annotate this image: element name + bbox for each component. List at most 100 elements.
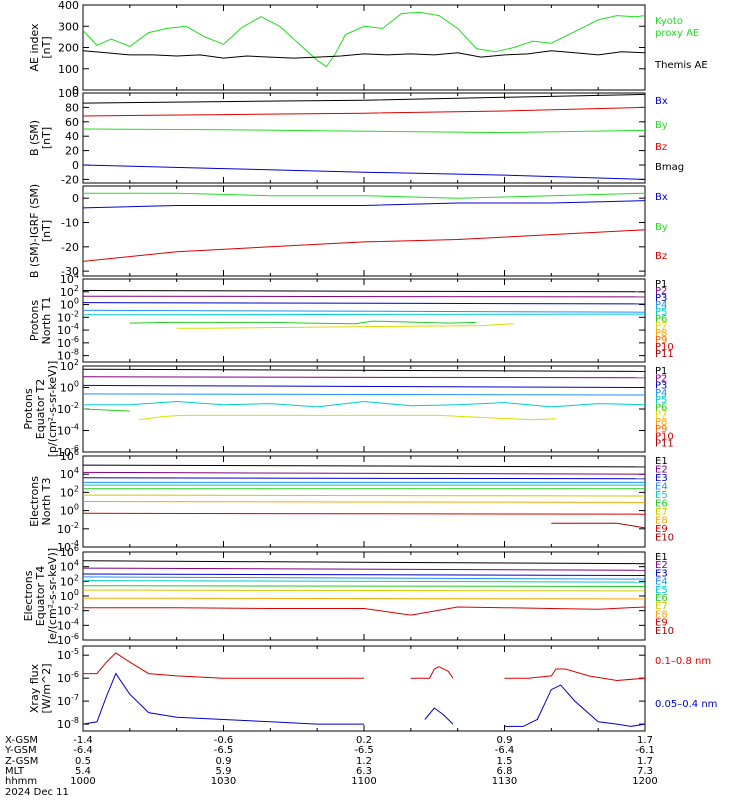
x-axis-row-label: X-GSM xyxy=(5,735,38,746)
series-line-p2-0 xyxy=(82,368,646,372)
series-line-e3-0 xyxy=(82,464,646,468)
x-axis-value: -6.5 xyxy=(214,745,234,756)
legend-entry: E9 xyxy=(655,524,668,535)
panel-frame-bsm xyxy=(82,92,646,184)
series-line-p2-5 xyxy=(82,408,130,412)
y-tick-label: 60 xyxy=(65,116,79,129)
legend-entry: P5 xyxy=(655,307,667,318)
y-tick-label: 80 xyxy=(65,101,79,114)
x-axis-value: 0.9 xyxy=(216,756,232,767)
legend-entry: Bz xyxy=(655,142,667,153)
legend-entry: By xyxy=(655,222,668,233)
legend-entry: E7 xyxy=(655,601,668,612)
legend-entry: 0.05–0.4 nm xyxy=(655,699,717,710)
legend-entry: P7 xyxy=(655,410,667,421)
series-line-p1-4 xyxy=(82,313,646,316)
legend-entry: P10 xyxy=(655,342,674,353)
y-tick-label: 0 xyxy=(72,159,79,172)
panel-frame-ae xyxy=(82,4,646,91)
legend-entry: By xyxy=(655,120,668,131)
y-tick-label: 10-4 xyxy=(57,617,79,632)
x-axis-value: -0.6 xyxy=(214,735,234,746)
y-axis-label: North T1 xyxy=(40,297,53,345)
legend-entry: E5 xyxy=(655,585,668,596)
x-axis-value: 6.3 xyxy=(356,766,372,777)
x-axis-value: 0.9 xyxy=(497,735,513,746)
series-line-p1-0 xyxy=(82,290,646,293)
y-tick-label: 10-8 xyxy=(57,716,79,731)
series-line-p2-6 xyxy=(139,414,557,421)
legend-entry: P10 xyxy=(655,431,674,442)
series-line-e4-6 xyxy=(82,589,646,592)
series-line-bsm-1 xyxy=(82,128,646,134)
series-line-p1-6 xyxy=(176,323,514,329)
y-tick-label: 300 xyxy=(58,20,79,33)
y-tick-label: 104 xyxy=(60,559,79,574)
legend-entry: P2 xyxy=(655,373,667,384)
series-line-e4-5 xyxy=(82,585,646,587)
legend-entry: P11 xyxy=(655,439,674,450)
panel-frame-p2 xyxy=(82,365,646,453)
y-axis-label: Protons xyxy=(22,388,35,429)
y-tick-label: 0 xyxy=(72,84,79,97)
y-axis-label: [nT] xyxy=(40,36,53,58)
y-tick-label: 102 xyxy=(60,484,79,499)
x-axis-value: -6.5 xyxy=(354,745,374,756)
legend-entry: P3 xyxy=(655,381,667,392)
legend-entry: E3 xyxy=(655,473,668,484)
y-tick-label: 102 xyxy=(60,573,79,588)
series-line-e3-1 xyxy=(82,471,646,475)
x-axis-value: 6.8 xyxy=(497,766,513,777)
y-tick-label: 10-5 xyxy=(57,647,79,662)
y-tick-label: 100 xyxy=(58,87,79,100)
x-axis-value: 5.9 xyxy=(216,766,232,777)
legend-entry: P7 xyxy=(655,321,667,332)
panel-frame-bsm-igrf xyxy=(82,185,646,277)
legend-entry: P8 xyxy=(655,328,667,339)
x-axis-value: 1000 xyxy=(70,776,95,787)
legend-entry: P6 xyxy=(655,314,667,325)
x-axis-value: 1200 xyxy=(632,776,657,787)
x-axis-value: 1130 xyxy=(492,776,517,787)
legend-entry: E5 xyxy=(655,490,668,501)
x-axis-row-label: hhmm xyxy=(5,776,37,787)
legend-entry: P9 xyxy=(655,424,667,435)
legend-entry: proxy AE xyxy=(655,28,699,39)
legend-entry: P9 xyxy=(655,335,667,346)
y-tick-label: 100 xyxy=(58,63,79,76)
series-line-bsm-igrf-2 xyxy=(82,229,646,262)
y-tick-label: 104 xyxy=(60,466,79,481)
y-axis-label: Equator T2 xyxy=(34,379,47,439)
series-line-e3-7 xyxy=(82,501,646,503)
legend-entry: P1 xyxy=(655,366,667,377)
legend-entry: E8 xyxy=(655,516,668,527)
y-tick-label: 400 xyxy=(58,0,79,12)
series-line-xray-0 xyxy=(83,652,646,682)
series-line-bsm-igrf-1 xyxy=(83,192,646,199)
series-line-e3-8 xyxy=(82,512,646,515)
legend-entry: E2 xyxy=(655,465,668,476)
series-line-e3-6 xyxy=(82,494,646,497)
series-line-p1-2 xyxy=(82,302,646,305)
y-tick-label: 100 xyxy=(60,380,79,395)
y-axis-label: B (SM)-IGRF (SM) xyxy=(28,184,41,278)
series-line-bsm-3 xyxy=(82,93,646,104)
series-line-xray-1 xyxy=(82,672,646,727)
legend-entry: E7 xyxy=(655,507,668,518)
y-axis-label: Electrons xyxy=(28,476,41,527)
y-tick-label: 10-7 xyxy=(57,693,79,708)
y-axis-label: [e/(cm²-s-sr-keV)] xyxy=(46,548,59,644)
y-tick-label: -20 xyxy=(61,173,79,186)
legend-entry: E10 xyxy=(655,533,674,544)
x-axis-value: 5.4 xyxy=(75,766,91,777)
legend-entry: Kyoto xyxy=(655,16,683,27)
y-tick-label: 10-4 xyxy=(57,423,79,438)
legend-entry: E1 xyxy=(655,456,668,467)
series-line-bsm-2 xyxy=(82,106,646,117)
y-tick-label: 10-2 xyxy=(57,401,79,416)
series-line-ae-1 xyxy=(82,50,646,59)
series-line-bsm-igrf-0 xyxy=(82,200,646,209)
panel-frame-xray xyxy=(82,645,646,732)
series-line-e4-0 xyxy=(82,560,646,565)
